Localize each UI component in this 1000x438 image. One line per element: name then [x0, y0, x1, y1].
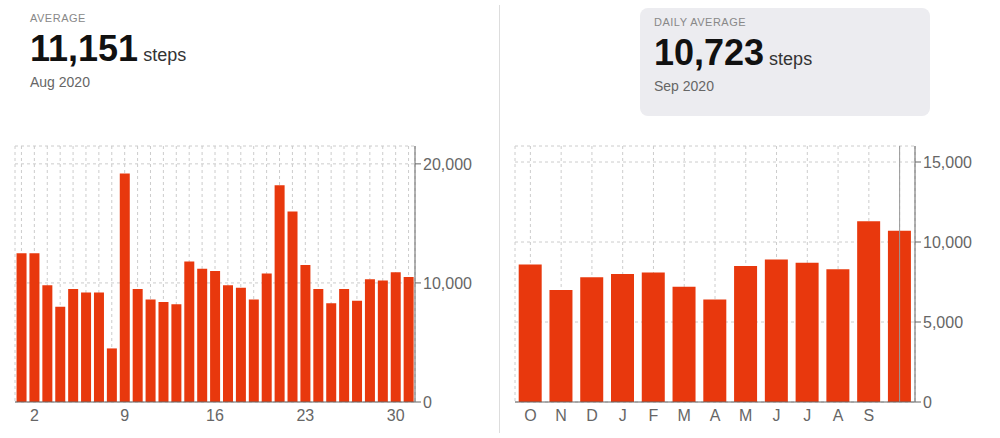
svg-text:D: D	[586, 407, 598, 424]
html-text:AVERAGE: AVERAGE	[30, 12, 86, 24]
svg-text:J: J	[803, 407, 811, 424]
html-text:Sep 2020: Sep 2020	[654, 78, 714, 94]
svg-text:15,000: 15,000	[923, 154, 972, 171]
svg-text:20,000: 20,000	[423, 156, 472, 173]
html-text:11,151: 11,151	[30, 28, 139, 69]
svg-text:10,000: 10,000	[423, 275, 472, 292]
svg-text:0: 0	[423, 394, 432, 411]
svg-text:10,000: 10,000	[923, 234, 972, 251]
svg-text:F: F	[649, 407, 659, 424]
html-text:Aug 2020: Aug 2020	[30, 74, 90, 90]
svg-text:S: S	[864, 407, 875, 424]
svg-text:J: J	[773, 407, 781, 424]
html-text:10,723: 10,723	[654, 32, 765, 73]
svg-text:9: 9	[120, 407, 129, 424]
svg-text:O: O	[524, 407, 536, 424]
svg-text:0: 0	[923, 394, 932, 411]
svg-text:N: N	[555, 407, 567, 424]
html-text:steps: steps	[764, 49, 813, 69]
svg-text:M: M	[739, 407, 752, 424]
html-text:DAILY AVERAGE: DAILY AVERAGE	[654, 16, 747, 28]
svg-text:16: 16	[206, 407, 224, 424]
svg-text:A: A	[710, 407, 721, 424]
svg-text:2: 2	[30, 407, 39, 424]
svg-text:30: 30	[387, 407, 405, 424]
html-text:steps: steps	[138, 45, 187, 65]
svg-text:J: J	[619, 407, 627, 424]
svg-text:23: 23	[296, 407, 314, 424]
svg-text:M: M	[678, 407, 691, 424]
svg-text:A: A	[833, 407, 844, 424]
svg-text:5,000: 5,000	[923, 314, 963, 331]
